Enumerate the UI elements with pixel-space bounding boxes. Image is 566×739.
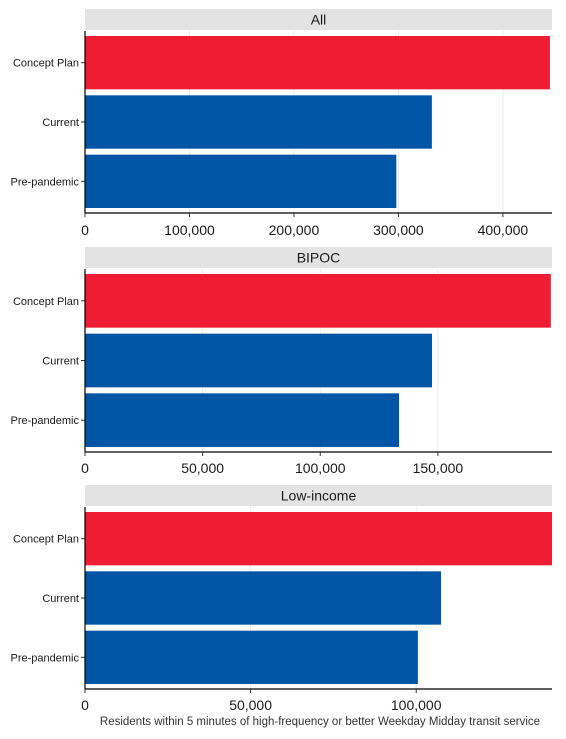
- panel-strip-bipoc: [85, 247, 552, 268]
- category-label-concept-plan: Concept Plan: [13, 534, 79, 546]
- panel-strip-low-income: [85, 485, 552, 506]
- category-label-current: Current: [42, 356, 79, 368]
- category-label-pre-pandemic: Pre-pandemic: [11, 415, 80, 427]
- category-label-pre-pandemic: Pre-pandemic: [11, 652, 80, 664]
- panel-low-income: Low-income Concept Plan Current Pre-pandemi…: [11, 485, 552, 713]
- panel-title-low-income: Low-income: [281, 488, 357, 504]
- bar-low-income-pre-pandemic: [85, 630, 418, 684]
- x-tick-label: 400,000: [478, 222, 529, 238]
- x-tick-label: 50,000: [229, 697, 272, 713]
- category-label-current: Current: [42, 117, 79, 129]
- x-tick-label: 50,000: [181, 460, 224, 476]
- panel-all: All Concept Plan Current Pre-pandemic 0 100,0…: [11, 9, 552, 238]
- x-tick-label: 0: [81, 460, 89, 476]
- category-label-concept-plan: Concept Plan: [13, 58, 79, 70]
- x-tick-label: 200,000: [269, 222, 320, 238]
- category-label-current: Current: [42, 593, 79, 605]
- bar-bipoc-concept-plan: [85, 274, 551, 328]
- panel-title-all: All: [311, 12, 327, 28]
- bar-all-current: [85, 95, 432, 149]
- x-tick-label: 100,000: [164, 222, 215, 238]
- bar-bipoc-pre-pandemic: [85, 393, 400, 447]
- panel-strip-all: [85, 9, 552, 30]
- x-tick-label: 0: [81, 222, 89, 238]
- bar-low-income-concept-plan: [85, 512, 552, 566]
- category-label-pre-pandemic: Pre-pandemic: [11, 176, 80, 188]
- x-tick-label: 150,000: [413, 460, 464, 476]
- bar-all-concept-plan: [85, 36, 550, 90]
- x-tick-label: 0: [81, 697, 89, 713]
- panel-title-bipoc: BIPOC: [297, 250, 341, 266]
- category-label-concept-plan: Concept Plan: [13, 296, 79, 308]
- x-tick-label: 100,000: [295, 460, 346, 476]
- x-axis-title: Residents within 5 minutes of high-frequ…: [100, 716, 540, 728]
- x-tick-label: 100,000: [391, 697, 442, 713]
- panel-bipoc: BIPOC Concept Plan Current Pre-pandemic 0 50,…: [11, 247, 552, 476]
- x-tick-label: 300,000: [373, 222, 424, 238]
- bar-low-income-current: [85, 571, 442, 625]
- chart-panels: All Concept Plan Current Pre-pandemic 0 100,0…: [11, 9, 552, 713]
- bar-all-pre-pandemic: [85, 154, 397, 208]
- bar-bipoc-current: [85, 333, 433, 388]
